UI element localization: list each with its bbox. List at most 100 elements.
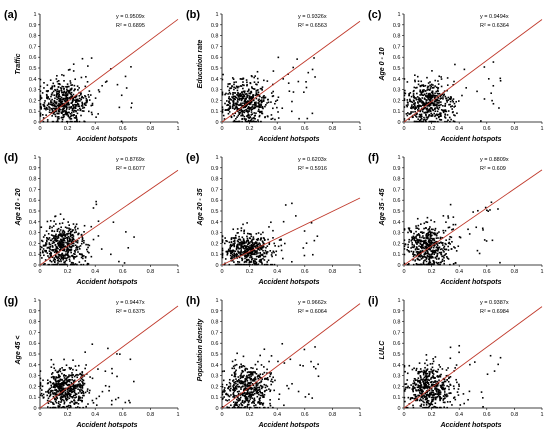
trend-line (221, 303, 361, 409)
data-point (248, 260, 251, 262)
y-tick-label: 0.7 (393, 330, 401, 336)
data-point (77, 227, 79, 230)
data-point (252, 247, 255, 250)
data-point (86, 388, 89, 390)
data-point (87, 263, 90, 265)
data-point (53, 383, 55, 385)
data-point (259, 251, 261, 254)
data-point (68, 379, 71, 381)
data-point (405, 104, 408, 107)
data-point (82, 379, 85, 382)
data-point (407, 246, 409, 248)
data-point (430, 91, 433, 94)
data-point (67, 256, 69, 259)
data-point (245, 102, 248, 104)
data-point (449, 383, 451, 386)
data-point (230, 245, 233, 248)
data-point (69, 82, 72, 84)
data-point (417, 389, 419, 392)
data-point (45, 106, 48, 109)
data-point (426, 96, 428, 98)
data-point (419, 399, 421, 402)
data-point (251, 253, 254, 256)
data-point (435, 384, 437, 387)
data-point (430, 388, 433, 390)
data-point (59, 390, 62, 393)
data-point (425, 257, 428, 259)
data-point (80, 263, 82, 266)
data-point (74, 386, 76, 389)
data-point (81, 238, 84, 241)
data-point (435, 237, 438, 239)
data-point (57, 374, 60, 376)
data-point (59, 368, 61, 370)
data-point (416, 399, 419, 402)
data-point (249, 381, 251, 384)
data-point (443, 254, 446, 257)
data-point (83, 239, 85, 242)
data-point (436, 107, 439, 110)
data-point (257, 120, 260, 123)
data-point (90, 111, 93, 114)
data-point (441, 260, 443, 263)
data-point (405, 406, 408, 409)
data-point (418, 387, 421, 389)
data-point (422, 101, 425, 104)
data-point (258, 104, 261, 107)
data-point (91, 104, 94, 106)
data-point (63, 377, 66, 379)
data-point (118, 260, 120, 263)
data-point (432, 389, 435, 392)
data-point (425, 391, 428, 394)
data-point (241, 78, 244, 80)
data-point (446, 84, 449, 86)
data-point (60, 101, 62, 103)
data-point (419, 94, 421, 96)
data-point (254, 241, 257, 243)
data-point (415, 116, 418, 118)
data-point (61, 85, 63, 88)
data-point (65, 250, 67, 253)
data-point (234, 242, 236, 244)
data-point (243, 392, 245, 395)
data-point (241, 399, 244, 402)
data-point (228, 263, 231, 266)
data-point (434, 103, 436, 105)
data-point (435, 98, 437, 101)
data-point (56, 93, 58, 95)
data-point (69, 245, 71, 248)
data-point (413, 244, 415, 246)
data-point (455, 364, 458, 366)
data-point (437, 102, 440, 104)
data-point (444, 397, 446, 399)
data-point (432, 373, 435, 375)
data-point (234, 373, 237, 375)
data-point (310, 360, 312, 363)
data-point (60, 406, 63, 409)
data-point (240, 247, 243, 249)
x-tick-label: 1 (540, 412, 543, 418)
data-point (409, 112, 412, 115)
data-point (65, 105, 68, 107)
data-point (452, 216, 455, 218)
data-point (52, 248, 55, 251)
y-tick-label: 0.6 (393, 341, 401, 347)
data-point (437, 263, 439, 266)
data-point (69, 118, 72, 120)
data-point (239, 263, 242, 266)
data-point (412, 263, 415, 266)
data-point (428, 261, 430, 264)
data-point (258, 95, 261, 97)
data-point (64, 253, 67, 255)
data-point (66, 396, 69, 398)
data-point (286, 384, 288, 387)
data-point (243, 381, 246, 383)
data-point (57, 383, 60, 386)
y-tick-label: 1 (215, 12, 218, 18)
data-point (475, 226, 478, 229)
data-point (241, 245, 243, 248)
data-point (435, 240, 438, 243)
data-point (427, 115, 430, 118)
data-point (79, 100, 81, 102)
data-point (244, 401, 247, 403)
